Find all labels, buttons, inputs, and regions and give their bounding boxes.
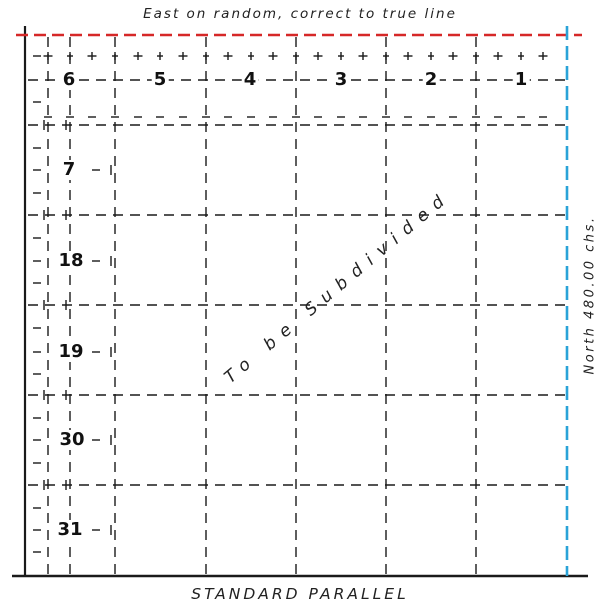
section-2-label: 2 (422, 69, 440, 90)
section-18-label: 18 (56, 250, 86, 271)
section-4-label: 4 (241, 69, 259, 90)
map-title: East on random, correct to true line (143, 6, 457, 22)
section-19-label: 19 (56, 341, 86, 362)
standard-parallel-label: STANDARD PARALLEL (191, 585, 409, 603)
section-3-label: 3 (332, 69, 350, 90)
grid-lines (28, 37, 565, 576)
north-distance-label: North 480.00 chs. (582, 215, 598, 375)
tick-marks (33, 52, 548, 553)
section-5-label: 5 (151, 69, 169, 90)
section-31-label: 31 (55, 519, 85, 540)
section-6-label: 6 (60, 69, 78, 90)
section-7-label: 7 (60, 159, 78, 180)
section-1-label: 1 (512, 69, 530, 90)
section-30-label: 30 (57, 429, 87, 450)
